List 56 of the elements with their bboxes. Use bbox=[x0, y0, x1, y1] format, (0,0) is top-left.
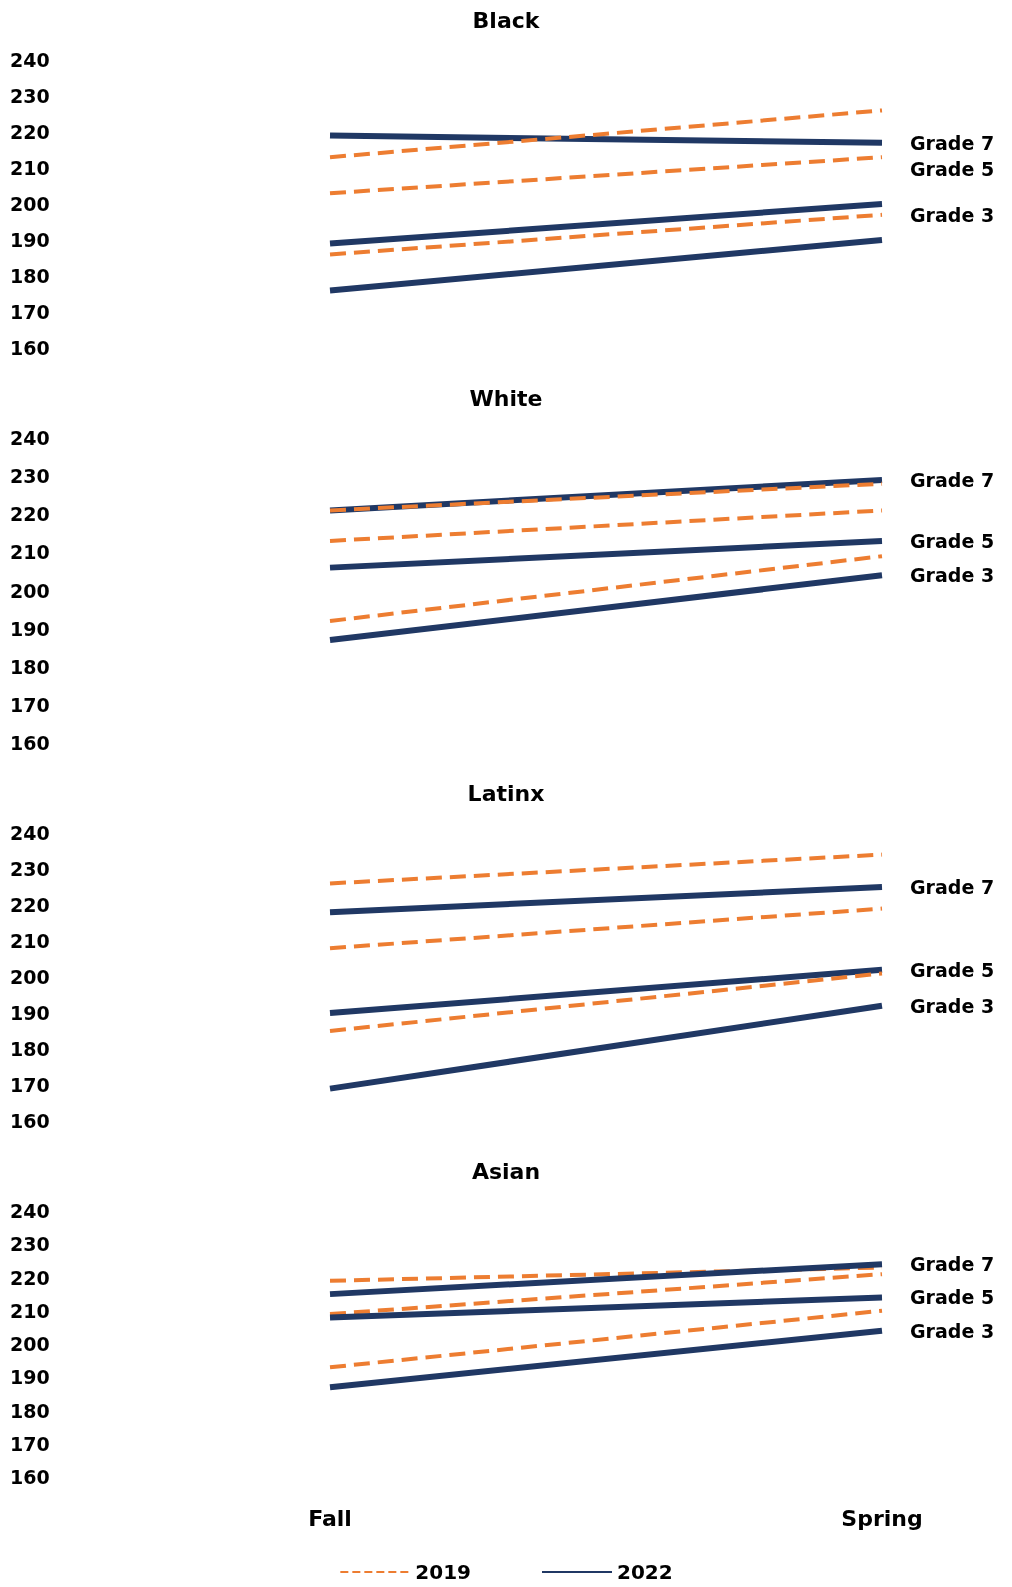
annotation: Grade 7 bbox=[910, 468, 995, 491]
annotation: Grade 7 bbox=[910, 876, 995, 898]
y-tick-label: 190 bbox=[10, 1366, 50, 1389]
y-tick-label: 170 bbox=[10, 1074, 50, 1096]
chart-title: Latinx bbox=[467, 780, 545, 806]
y-tick-label: 180 bbox=[10, 1399, 50, 1422]
y-tick-label: 160 bbox=[10, 1466, 50, 1488]
chart-title: Black bbox=[472, 7, 541, 33]
annotation: Grade 3 bbox=[910, 1319, 995, 1342]
x-tick-label: Fall bbox=[308, 1505, 352, 1531]
annotation: Grade 5 bbox=[910, 157, 995, 180]
annotation: Grade 5 bbox=[910, 1286, 995, 1309]
y-tick-label: 220 bbox=[10, 1266, 50, 1289]
annotation: Grade 5 bbox=[910, 529, 995, 552]
annotation: Grade 3 bbox=[910, 564, 995, 587]
y-tick-label: 190 bbox=[10, 229, 50, 251]
y-tick-label: 210 bbox=[10, 1299, 50, 1322]
y-tick-label: 240 bbox=[10, 1200, 50, 1222]
y-tick-label: 170 bbox=[10, 1432, 50, 1455]
y-tick-label: 160 bbox=[10, 732, 50, 754]
annotation: Grade 3 bbox=[910, 994, 995, 1017]
y-tick-label: 240 bbox=[10, 49, 50, 71]
y-tick-label: 220 bbox=[10, 121, 50, 143]
y-tick-label: 180 bbox=[10, 265, 50, 287]
annotation: Grade 5 bbox=[910, 958, 995, 981]
y-tick-label: 230 bbox=[10, 1233, 50, 1256]
y-tick-label: 210 bbox=[10, 930, 50, 952]
legend-label: 2019 bbox=[415, 1560, 472, 1584]
y-tick-label: 200 bbox=[10, 579, 50, 602]
y-tick-label: 230 bbox=[10, 858, 50, 880]
y-tick-label: 230 bbox=[10, 465, 50, 488]
y-tick-label: 160 bbox=[10, 337, 50, 359]
y-tick-label: 170 bbox=[10, 693, 50, 716]
y-tick-label: 190 bbox=[10, 617, 50, 640]
y-tick-label: 160 bbox=[10, 1110, 50, 1132]
y-tick-label: 180 bbox=[10, 1038, 50, 1060]
annotation: Grade 7 bbox=[910, 131, 995, 154]
y-tick-label: 200 bbox=[10, 1333, 50, 1355]
annotation: Grade 3 bbox=[910, 203, 995, 226]
chart-title: Asian bbox=[471, 1158, 541, 1184]
y-tick-label: 170 bbox=[10, 301, 50, 323]
annotation: Grade 7 bbox=[910, 1253, 995, 1276]
y-tick-label: 200 bbox=[10, 193, 50, 215]
y-tick-label: 180 bbox=[10, 655, 50, 678]
y-tick-label: 240 bbox=[10, 427, 50, 449]
y-tick-label: 220 bbox=[10, 894, 50, 916]
y-tick-label: 190 bbox=[10, 1002, 50, 1024]
y-tick-label: 240 bbox=[10, 822, 50, 844]
y-tick-label: 220 bbox=[10, 503, 50, 526]
legend-label: 2022 bbox=[617, 1560, 673, 1584]
y-tick-label: 210 bbox=[10, 157, 50, 179]
y-tick-label: 210 bbox=[10, 541, 50, 564]
x-tick-label: Spring bbox=[841, 1505, 923, 1531]
y-tick-label: 200 bbox=[10, 966, 50, 988]
chart-title: White bbox=[469, 385, 543, 411]
y-tick-label: 230 bbox=[10, 85, 50, 107]
